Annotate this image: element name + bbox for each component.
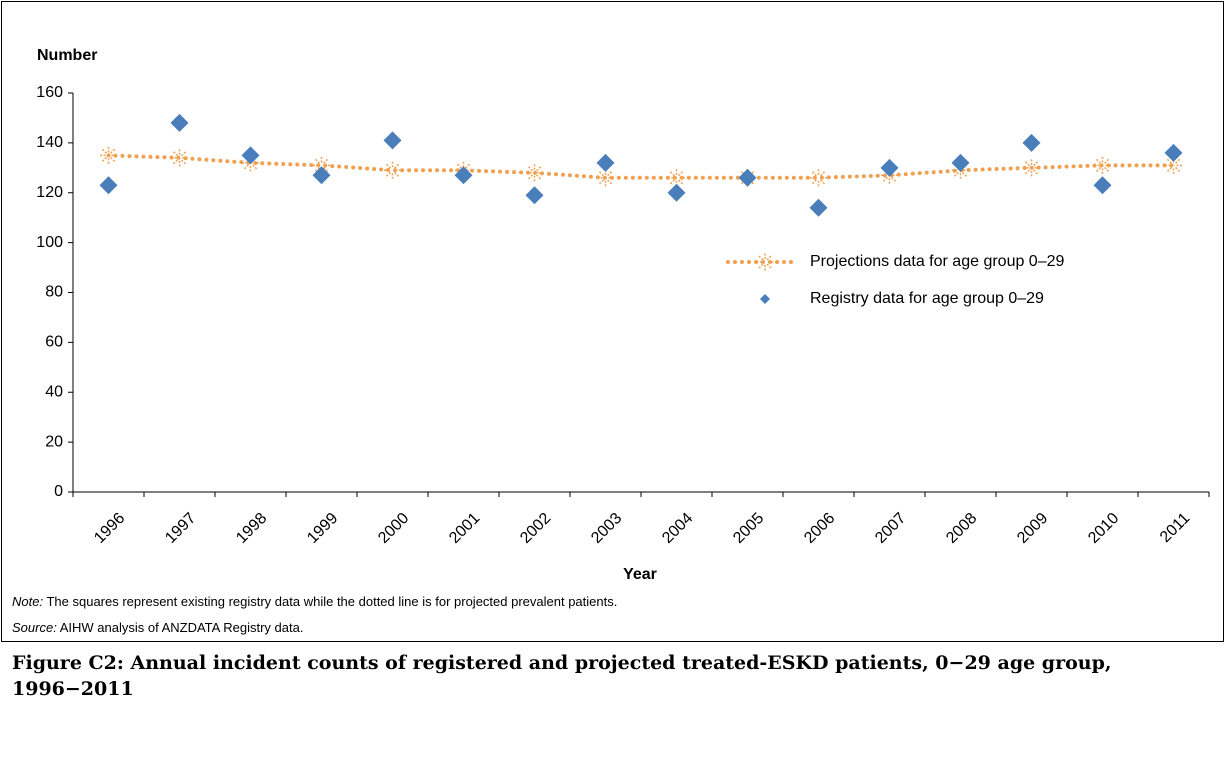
diamond-marker [809, 198, 828, 217]
figure-caption: Figure C2: Annual incident counts of reg… [12, 652, 1112, 700]
x-tick-label: 2007 [872, 510, 909, 547]
diamond-marker [1164, 143, 1183, 162]
y-tick-label: 60 [45, 334, 63, 351]
x-tick-label: 2005 [730, 510, 767, 547]
diamond-marker [1022, 133, 1041, 152]
diamond-marker [383, 131, 402, 150]
x-tick-label: 2001 [446, 510, 483, 547]
star-marker [169, 147, 190, 168]
y-axis-title: Number [37, 47, 97, 64]
x-tick-label: 1997 [162, 510, 199, 547]
x-tick-label: 2011 [1157, 510, 1193, 546]
x-tick-label: 2008 [943, 510, 980, 547]
chart: Number Year 0 20 40 60 80 100 120 140 160 1996 199… [36, 47, 1210, 583]
diamond-marker [170, 113, 189, 132]
source: Source: AIHW analysis of ANZDATA Registr… [12, 620, 303, 635]
diamond-marker [880, 158, 899, 177]
x-tick-label: 1999 [304, 510, 341, 547]
x-tick-label: 2009 [1014, 510, 1051, 547]
diamond-marker [241, 146, 260, 165]
y-tick-label: 120 [36, 184, 63, 201]
diamond-marker [1093, 176, 1112, 195]
star-marker [453, 160, 474, 181]
y-tick-label: 160 [36, 84, 63, 101]
star-marker [808, 167, 829, 188]
legend-label: Registry data for age group 0–29 [810, 290, 1044, 307]
x-tick-label: 2010 [1085, 510, 1122, 547]
diamond-marker [951, 153, 970, 172]
source-label: Source: [12, 620, 57, 635]
y-tick-label: 0 [54, 483, 63, 500]
x-axis-title: Year [623, 566, 657, 583]
diamond-marker [738, 168, 757, 187]
star-marker [1021, 157, 1042, 178]
star-marker [524, 162, 545, 183]
x-tick-label: 1996 [91, 510, 128, 547]
note-text: The squares represent existing registry … [46, 594, 618, 609]
star-marker [98, 145, 119, 166]
figure-frame [1, 1, 1224, 642]
x-tick-label: 1998 [233, 510, 270, 547]
star-marker [1163, 155, 1184, 176]
diamond-marker [525, 186, 544, 205]
y-tick-label: 140 [36, 134, 63, 151]
x-tick-label: 2004 [659, 510, 696, 547]
y-tick-label: 80 [45, 284, 63, 301]
y-tick-label: 40 [45, 383, 63, 400]
star-marker [879, 165, 900, 186]
diamond-marker [596, 153, 615, 172]
note-label: Note: [12, 594, 44, 609]
x-tick-label: 2002 [517, 510, 554, 547]
series-line [106, 153, 1176, 180]
star-marker [1092, 155, 1113, 176]
source-text: AIHW analysis of ANZDATA Registry data. [59, 620, 304, 635]
y-tick-label: 100 [36, 234, 63, 251]
diamond-marker [99, 176, 118, 195]
y-tick-label: 20 [45, 433, 63, 450]
star-marker [382, 160, 403, 181]
star-marker [755, 252, 775, 272]
legend-marker [760, 294, 770, 304]
diamond-marker [312, 166, 331, 185]
note: Note: The squares represent existing reg… [12, 594, 617, 609]
x-tick-label: 2003 [588, 510, 625, 547]
x-tick-label: 2006 [801, 510, 838, 547]
diamond-marker [454, 166, 473, 185]
legend-label: Projections data for age group 0–29 [810, 253, 1065, 270]
x-tick-label: 2000 [375, 510, 412, 547]
star-marker [595, 167, 616, 188]
diamond-marker [667, 183, 686, 202]
